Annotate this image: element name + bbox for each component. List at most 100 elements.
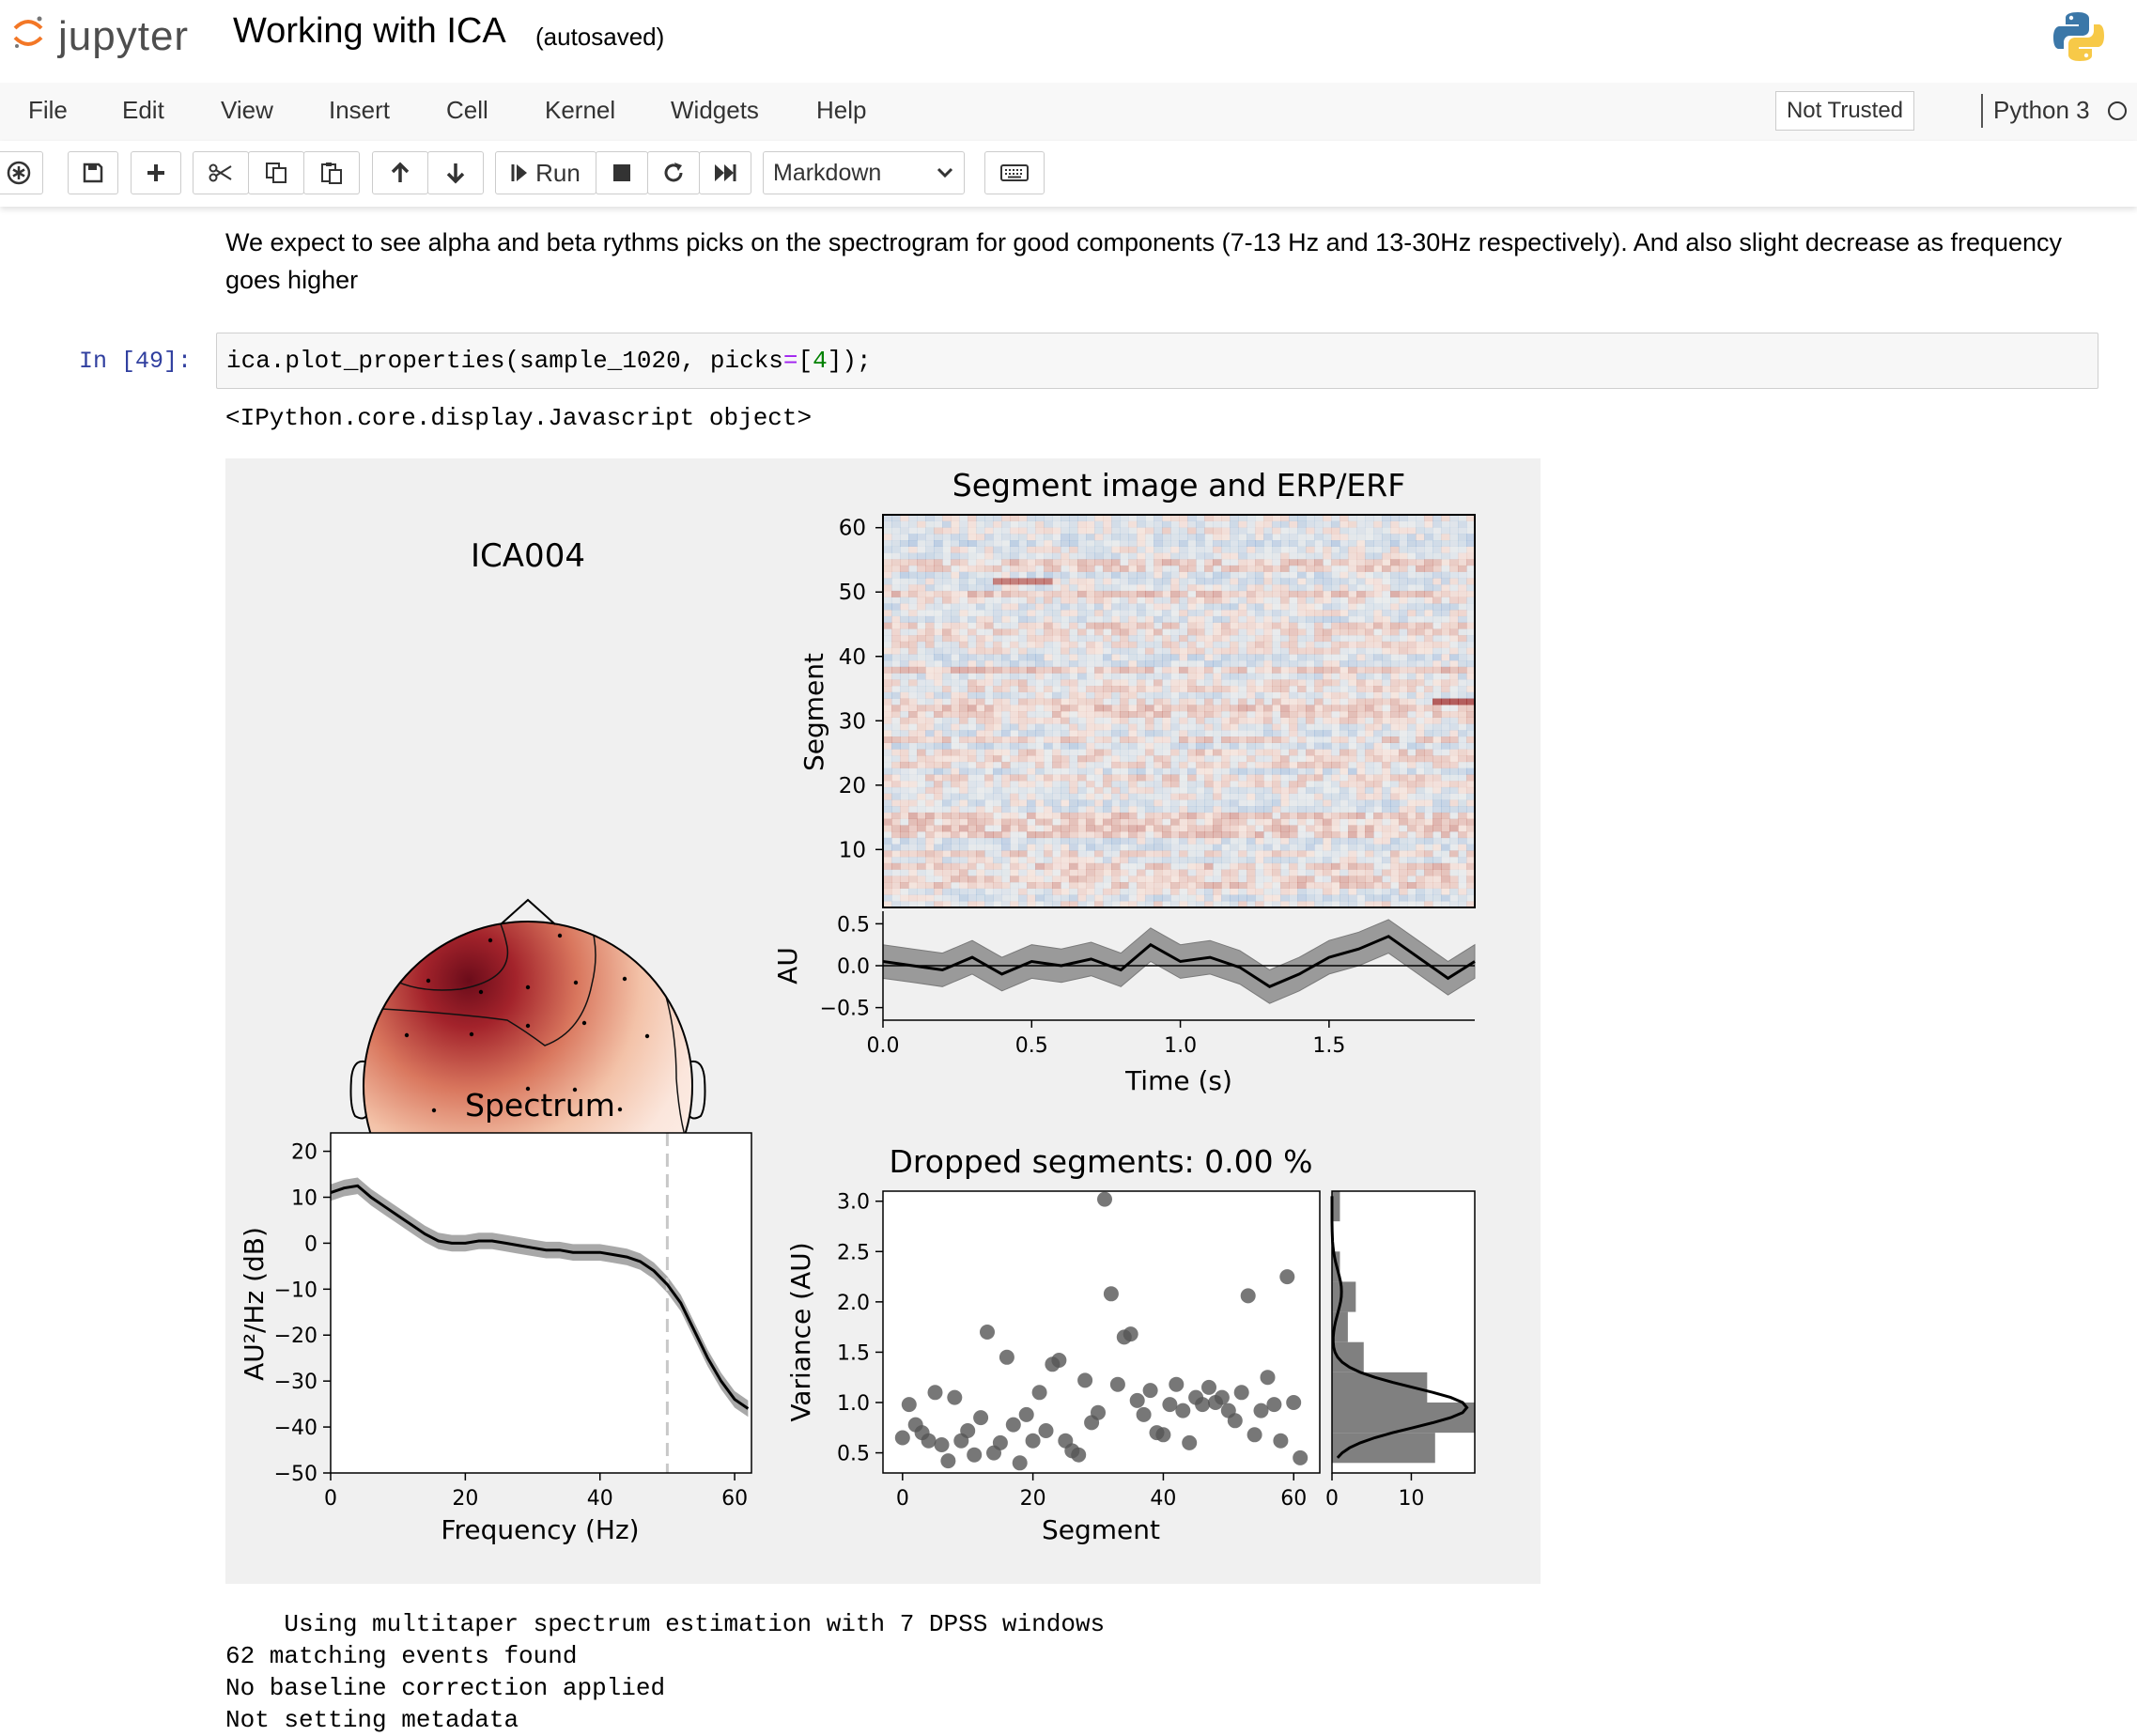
segment-image-cell	[1196, 806, 1205, 814]
segment-image-cell	[1272, 857, 1281, 864]
menu-file[interactable]: File	[28, 96, 68, 124]
segment-image-cell	[1382, 559, 1391, 566]
segment-image-cell	[1424, 686, 1433, 692]
restart-run-all-button[interactable]	[699, 151, 751, 194]
move-up-button[interactable]	[372, 151, 428, 194]
segment-image-cell	[1077, 786, 1087, 794]
segment-image-cell	[1247, 527, 1256, 535]
segment-image-cell	[1035, 622, 1045, 629]
insert-cell-button[interactable]	[131, 151, 181, 194]
segment-image-cell	[1356, 850, 1366, 858]
segment-image-cell	[925, 571, 935, 579]
segment-image-cell	[925, 546, 935, 553]
segment-image-cell	[1230, 635, 1239, 643]
segment-image-cell	[1263, 749, 1273, 756]
segment-image-cell	[984, 698, 994, 705]
segment-image-cell	[1111, 679, 1121, 687]
segment-image-cell	[1255, 654, 1264, 661]
segment-image-cell	[1120, 597, 1129, 604]
segment-image-cell	[1323, 559, 1332, 566]
cell-type-select[interactable]: Markdown	[763, 151, 965, 194]
segment-image-cell	[1196, 837, 1205, 845]
segment-image-cell	[1094, 767, 1104, 775]
segment-image-cell	[1432, 515, 1442, 521]
variance-ytick-label: 1.5	[837, 1341, 870, 1365]
segment-image-cell	[1154, 793, 1163, 800]
menu-widgets[interactable]: Widgets	[671, 96, 759, 124]
segment-image-cell	[1323, 584, 1332, 592]
menu-kernel[interactable]: Kernel	[545, 96, 616, 124]
segment-image-cell	[1044, 736, 1053, 743]
paste-button[interactable]	[303, 151, 360, 194]
segment-image-cell	[1120, 888, 1129, 895]
not-trusted-button[interactable]: Not Trusted	[1775, 91, 1914, 131]
menu-edit[interactable]: Edit	[122, 96, 164, 124]
segment-image-cell	[1128, 628, 1138, 636]
segment-image-cell	[900, 686, 909, 692]
segment-image-cell	[993, 603, 1002, 611]
segment-image-cell	[1272, 882, 1281, 889]
segment-image-cell	[1061, 831, 1070, 839]
segment-image-cell	[1424, 565, 1433, 572]
segment-image-cell	[925, 806, 935, 814]
segment-image-cell	[1339, 705, 1349, 712]
segment-image-cell	[984, 610, 994, 617]
segment-image-cell	[1162, 717, 1171, 724]
kernel-name[interactable]: Python 3	[1993, 96, 2090, 124]
segment-image-cell	[984, 647, 994, 655]
run-button[interactable]: Run	[495, 151, 596, 194]
save-button[interactable]	[68, 151, 118, 194]
segment-image-cell	[984, 825, 994, 832]
segment-image-cell	[1069, 666, 1078, 674]
variance-axes-frame	[882, 1190, 1321, 1474]
code-cell-input[interactable]: ica.plot_properties(sample_1020, picks=[…	[216, 333, 2098, 389]
sensor-marker	[525, 1086, 531, 1092]
keyboard-shortcuts-button[interactable]	[984, 151, 1045, 194]
menu-cell[interactable]: Cell	[446, 96, 488, 124]
segment-image-cell	[1052, 723, 1061, 731]
variance-point	[1123, 1326, 1138, 1342]
segment-image-cell	[1035, 654, 1045, 661]
segment-image-cell	[1247, 698, 1256, 705]
menu-help[interactable]: Help	[816, 96, 867, 124]
segment-image-cell	[883, 869, 892, 876]
segment-image-cell	[993, 723, 1002, 731]
segment-image-cell	[1044, 571, 1053, 579]
segment-image-cell	[1187, 869, 1197, 876]
segment-image-cell	[1314, 711, 1324, 718]
command-palette-button[interactable]	[0, 151, 43, 194]
segment-image-cell	[1306, 584, 1315, 592]
interrupt-button[interactable]	[596, 151, 648, 194]
segment-image-cell	[1001, 698, 1011, 705]
segment-image-cell	[1458, 862, 1467, 870]
cut-button[interactable]	[193, 151, 249, 194]
segment-image-cell	[1399, 559, 1408, 566]
segment-image-cell	[1103, 520, 1112, 528]
segment-image-cell	[1103, 812, 1112, 819]
segment-image-cell	[1323, 862, 1332, 870]
segment-image-cell	[1238, 641, 1247, 648]
segment-image-cell	[1306, 660, 1315, 668]
segment-image-cell	[1010, 610, 1019, 617]
segment-image-cell	[1027, 534, 1036, 541]
segment-image-cell	[1399, 534, 1408, 541]
segment-image-cell	[1086, 590, 1095, 597]
restart-kernel-button[interactable]	[647, 151, 700, 194]
segment-image-cell	[1230, 686, 1239, 692]
notebook-title[interactable]: Working with ICA	[233, 11, 506, 51]
segment-image-cell	[1154, 806, 1163, 814]
jupyter-logo[interactable]: jupyter	[4, 8, 210, 64]
segment-image-cell	[1061, 686, 1070, 692]
menu-insert[interactable]: Insert	[329, 96, 391, 124]
segment-image-cell	[1306, 736, 1315, 743]
variance-point	[1175, 1403, 1191, 1418]
markdown-cell-text[interactable]: We expect to see alpha and beta rythms p…	[225, 228, 2063, 294]
segment-image-cell	[1120, 622, 1129, 629]
segment-image-cell	[942, 565, 952, 572]
copy-button[interactable]	[248, 151, 304, 194]
menu-view[interactable]: View	[221, 96, 273, 124]
move-down-button[interactable]	[427, 151, 484, 194]
segment-image-cell	[1247, 894, 1256, 902]
segment-image-cell	[891, 540, 901, 547]
segment-image-cell	[1432, 673, 1442, 680]
